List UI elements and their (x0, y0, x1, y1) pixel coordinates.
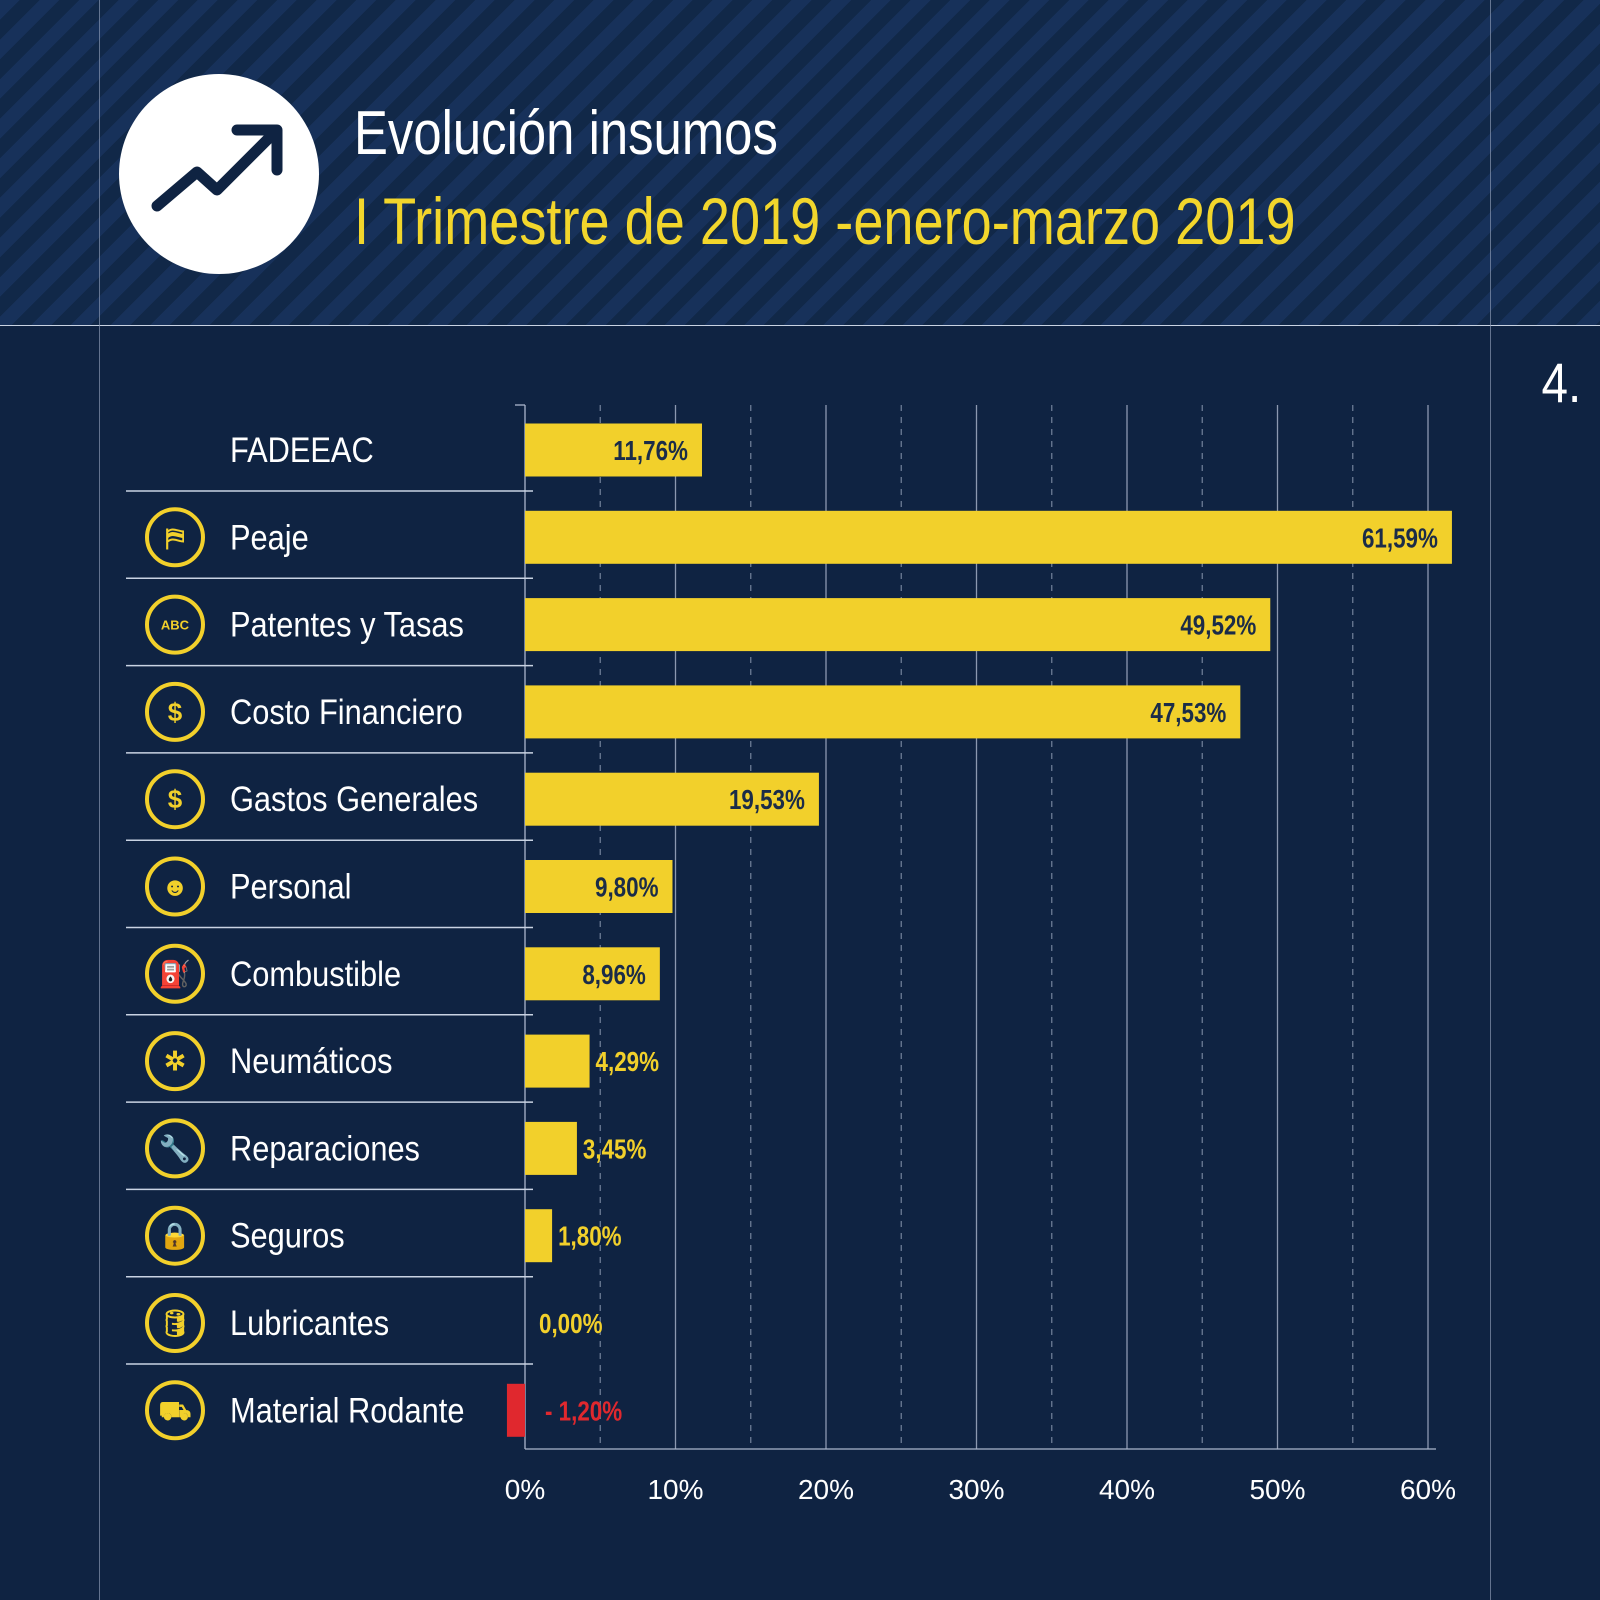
icon-ring (145, 1293, 205, 1353)
icon-glyph: $ (168, 784, 183, 814)
value-label: 11,76% (613, 436, 688, 467)
icon-ring (145, 1031, 205, 1092)
icon-glyph: 🔧 (159, 1132, 191, 1163)
trending-up-arrow-icon (119, 74, 319, 274)
value-label: 49,52% (1180, 610, 1256, 641)
icon-glyph: ⛟ (159, 1395, 192, 1425)
category-label: Combustible (230, 954, 401, 993)
category-label: Material Rodante (230, 1390, 464, 1429)
value-label: 61,59% (1362, 523, 1438, 554)
icon-ring (145, 769, 205, 830)
bar (525, 772, 819, 826)
icon-glyph: 🛢 (158, 1308, 191, 1338)
icon-glyph: ABC (161, 618, 190, 633)
page-title: Evolución insumos (354, 99, 778, 168)
category-label: Lubricantes (230, 1303, 389, 1342)
bar (506, 1383, 525, 1437)
oil-can-icon: 🛢 (145, 1293, 205, 1353)
bar (525, 423, 702, 477)
value-label: 3,45% (583, 1134, 646, 1165)
page-subtitle: I Trimestre de 2019 -enero-marzo 2019 (354, 184, 1296, 258)
category-label: Personal (230, 867, 352, 906)
value-label: 1,80% (558, 1221, 621, 1252)
frame-line-left (99, 0, 100, 1600)
x-tick-label: 0% (505, 1474, 545, 1505)
icon-ring (145, 856, 205, 917)
icon-ring (145, 1205, 205, 1266)
bar-row: ABC Patentes y Tasas 49,52% (126, 594, 1271, 667)
x-tick-label: 20% (798, 1474, 854, 1505)
toll-barrier-icon: ⛿ (145, 507, 205, 568)
fuel-pump-icon: ⛽ (145, 943, 205, 1004)
category-label: Costo Financiero (230, 692, 463, 731)
bar-row: ⛿ Peaje 61,59% (126, 507, 1452, 580)
bar-row: ⛟ Material Rodante - 1,20% (145, 1380, 622, 1441)
lock-icon: 🔒 (145, 1205, 205, 1266)
icon-glyph: ⛿ (166, 522, 185, 552)
bar-row: FADEEAC 11,76% (126, 423, 702, 492)
bar (525, 1209, 553, 1263)
icon-ring (145, 1380, 205, 1441)
bar-row: $ Gastos Generales 19,53% (126, 769, 819, 841)
category-label: Seguros (230, 1216, 345, 1255)
bar (525, 1034, 590, 1088)
truck-icon: ⛟ (145, 1380, 205, 1441)
category-label: Patentes y Tasas (230, 605, 464, 644)
tire-icon: ✲ (145, 1031, 205, 1092)
icon-ring (145, 943, 205, 1004)
value-label: 47,53% (1150, 698, 1226, 729)
bar-row: 🔧 Reparaciones 3,45% (126, 1118, 646, 1191)
x-tick-label: 60% (1400, 1474, 1456, 1505)
bar (525, 947, 660, 1001)
value-label: 9,80% (595, 872, 658, 903)
x-tick-label: 30% (948, 1474, 1004, 1505)
value-label: 8,96% (582, 960, 645, 991)
category-label: Neumáticos (230, 1041, 393, 1080)
wrench-icon: 🔧 (145, 1118, 205, 1179)
category-label: FADEEAC (230, 430, 374, 469)
license-plate-icon: ABC (145, 594, 205, 655)
bar (525, 685, 1241, 739)
value-label: - 1,20% (545, 1396, 622, 1427)
bar (525, 598, 1271, 652)
icon-glyph: ✲ (164, 1046, 186, 1076)
icon-glyph: 🔒 (159, 1221, 191, 1251)
icon-ring (145, 681, 205, 742)
icon-glyph: ☻ (161, 872, 188, 902)
bar (525, 860, 673, 913)
page-number: 4. (1541, 351, 1582, 414)
bar (525, 1121, 577, 1175)
icon-ring (145, 507, 205, 568)
bar (525, 510, 1452, 564)
x-tick-label: 10% (647, 1474, 703, 1505)
category-label: Peaje (230, 517, 309, 556)
icon-ring (145, 594, 205, 655)
dollar-icon: $ (145, 681, 205, 742)
value-label: 0,00% (539, 1309, 602, 1340)
icon-glyph: ⛽ (159, 959, 191, 989)
person-icon: ☻ (145, 856, 205, 917)
bar-row: 🔒 Seguros 1,80% (126, 1205, 622, 1278)
value-label: 19,53% (729, 785, 805, 816)
bar-row: 🛢 Lubricantes 0,00% (126, 1293, 602, 1365)
bar-row: ✲ Neumáticos 4,29% (126, 1031, 659, 1103)
bar-row: ☻ Personal 9,80% (126, 856, 673, 929)
x-tick-label: 40% (1099, 1474, 1155, 1505)
icon-glyph: $ (168, 697, 183, 727)
value-label: 4,29% (596, 1047, 659, 1078)
category-label: Gastos Generales (230, 779, 478, 818)
category-label: Reparaciones (230, 1129, 420, 1168)
x-tick-label: 50% (1249, 1474, 1305, 1505)
money-bill-icon: $ (145, 769, 205, 830)
bar-row: ⛽ Combustible 8,96% (126, 943, 660, 1016)
icon-ring (145, 1118, 205, 1179)
frame-line-right (1490, 0, 1491, 1600)
bar-row: $ Costo Financiero 47,53% (126, 681, 1241, 754)
